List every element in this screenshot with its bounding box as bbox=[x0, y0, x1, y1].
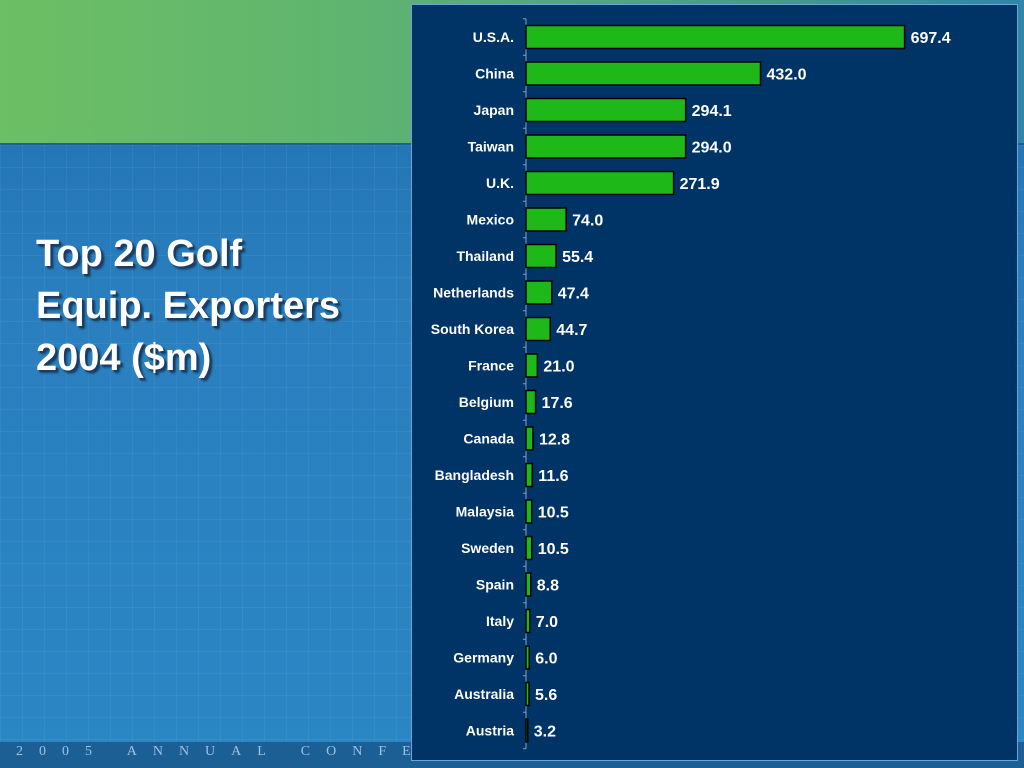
bar bbox=[525, 61, 762, 86]
bar bbox=[525, 572, 532, 597]
slide-title-line-2: Equip. Exporters bbox=[36, 285, 341, 327]
value-label: 5.6 bbox=[535, 687, 557, 704]
category-label: France bbox=[468, 358, 514, 374]
bar bbox=[525, 718, 529, 743]
value-label: 8.8 bbox=[537, 578, 559, 595]
bar bbox=[525, 681, 530, 707]
bar bbox=[525, 645, 531, 670]
value-label: 44.7 bbox=[556, 322, 587, 339]
value-label: 10.5 bbox=[538, 505, 569, 522]
category-label: Malaysia bbox=[456, 504, 515, 520]
bar bbox=[525, 97, 687, 123]
category-label: Austria bbox=[466, 723, 514, 739]
value-label: 6.0 bbox=[535, 651, 557, 668]
value-label: 12.8 bbox=[539, 432, 570, 449]
category-label: Taiwan bbox=[468, 139, 514, 155]
slide-title-line-1: Top 20 Golf bbox=[36, 233, 243, 275]
value-label: 697.4 bbox=[911, 30, 951, 47]
bar bbox=[525, 316, 552, 342]
value-label: 10.5 bbox=[538, 541, 569, 558]
category-label: Germany bbox=[453, 650, 514, 666]
bar bbox=[525, 462, 534, 488]
bar bbox=[525, 134, 687, 159]
value-label: 432.0 bbox=[767, 67, 807, 84]
bar bbox=[525, 426, 534, 451]
value-label: 21.0 bbox=[543, 359, 574, 376]
value-label: 17.6 bbox=[542, 395, 573, 412]
category-label: Australia bbox=[454, 686, 514, 702]
category-label: Belgium bbox=[459, 394, 514, 410]
bar bbox=[525, 207, 567, 232]
bar bbox=[525, 280, 553, 305]
category-label: Sweden bbox=[461, 540, 514, 556]
value-label: 271.9 bbox=[680, 176, 720, 193]
category-label: U.S.A. bbox=[473, 29, 514, 45]
chart-panel: U.S.A. 697.4 China 432.0 Japan 294.1 Taiwan 294… bbox=[411, 4, 1018, 761]
value-label: 47.4 bbox=[558, 286, 589, 303]
category-label: Japan bbox=[474, 102, 514, 118]
value-label: 74.0 bbox=[572, 213, 603, 230]
category-label: Spain bbox=[476, 577, 514, 593]
bar bbox=[525, 243, 557, 269]
bar bbox=[525, 535, 533, 561]
footer-conference-text: 2005 ANNUAL CONFERE bbox=[16, 744, 477, 759]
category-label: Bangladesh bbox=[435, 467, 514, 483]
value-label: 11.6 bbox=[538, 468, 568, 485]
category-label: China bbox=[475, 66, 514, 82]
value-label: 55.4 bbox=[562, 249, 593, 266]
value-label: 7.0 bbox=[536, 614, 558, 631]
bar-chart: U.S.A. 697.4 China 432.0 Japan 294.1 Taiwan 294… bbox=[431, 18, 951, 750]
category-label: Canada bbox=[463, 431, 514, 447]
slide-title: Top 20 Golf Equip. Exporters 2004 ($m) bbox=[36, 228, 406, 384]
bar bbox=[525, 24, 906, 50]
category-label: South Korea bbox=[431, 321, 514, 337]
bar bbox=[525, 608, 531, 634]
slide-title-line-3: 2004 ($m) bbox=[36, 337, 212, 379]
bar bbox=[525, 353, 539, 378]
bar bbox=[525, 389, 537, 415]
category-label: Thailand bbox=[456, 248, 514, 264]
category-label: U.K. bbox=[486, 175, 514, 191]
category-label: Netherlands bbox=[433, 285, 514, 301]
bar bbox=[525, 170, 675, 196]
bar bbox=[525, 499, 533, 524]
value-label: 294.1 bbox=[692, 103, 732, 120]
value-label: 294.0 bbox=[692, 140, 732, 157]
category-label: Mexico bbox=[467, 212, 514, 228]
category-label: Italy bbox=[486, 613, 514, 629]
value-label: 3.2 bbox=[534, 724, 556, 741]
